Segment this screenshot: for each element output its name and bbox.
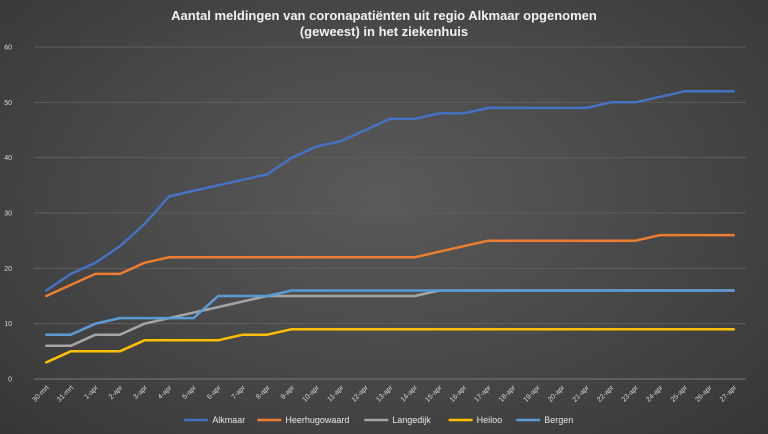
x-tick-label: 18-apr [498, 384, 518, 404]
x-tick-label: 9-apr [280, 384, 297, 401]
x-axis-ticks: 30-mrt 31-mrt 1-apr 2-apr 3-apr 4-apr 5-apr 6-a… [31, 384, 738, 404]
chart-title-line-1: Aantal meldingen van coronapatiënten uit… [171, 8, 597, 23]
y-tick-label: 60 [4, 45, 12, 52]
x-tick-label: 26-apr [694, 384, 714, 404]
x-tick-label: 6-apr [206, 384, 223, 401]
x-tick-label: 27-apr [719, 384, 739, 404]
chart-title-line-2: (geweest) in het ziekenhuis [300, 24, 468, 39]
x-tick-label: 25-apr [670, 384, 690, 404]
x-tick-label: 2-apr [108, 384, 125, 401]
x-tick-label: 10-apr [302, 384, 322, 404]
y-tick-label: 50 [4, 100, 12, 107]
y-tick-label: 40 [4, 155, 12, 162]
x-tick-label: 4-apr [157, 384, 174, 401]
x-tick-label: 1-apr [83, 384, 100, 401]
legend-label: Bergen [544, 415, 573, 425]
x-tick-label: 15-apr [424, 384, 444, 404]
x-tick-label: 17-apr [473, 384, 493, 404]
x-tick-label: 21-apr [572, 384, 592, 404]
x-tick-label: 14-apr [400, 384, 420, 404]
legend-label: Langedijk [392, 415, 431, 425]
legend-label: Heiloo [477, 415, 503, 425]
series-line-heiloo [45, 327, 735, 364]
legend-label: Alkmaar [212, 415, 245, 425]
y-tick-label: 30 [4, 211, 12, 218]
legend: Alkmaar Heerhugowaard Langedijk Heiloo Berge… [184, 415, 573, 425]
x-tick-label: 5-apr [181, 384, 198, 401]
x-tick-label: 16-apr [449, 384, 469, 404]
legend-item-heiloo: Heiloo [448, 415, 503, 425]
legend-item-langedijk: Langedijk [364, 415, 431, 425]
series-lines [45, 90, 735, 364]
y-axis-ticks: 0 10 20 30 40 50 60 [4, 45, 12, 384]
x-tick-label: 13-apr [375, 384, 395, 404]
x-tick-label: 22-apr [596, 384, 616, 404]
x-tick-label: 23-apr [621, 384, 641, 404]
legend-item-heerhugowaard: Heerhugowaard [257, 415, 349, 425]
series-line-heerhugowaard [45, 233, 735, 298]
y-tick-label: 0 [8, 377, 12, 384]
series-line-bergen [45, 289, 735, 336]
legend-item-bergen: Bergen [516, 415, 573, 425]
series-line-alkmaar [45, 90, 735, 292]
x-tick-label: 30-mrt [31, 384, 50, 403]
x-tick-label: 31-mrt [56, 384, 75, 403]
x-tick-label: 19-apr [522, 384, 542, 404]
x-tick-label: 12-apr [351, 384, 371, 404]
x-tick-label: 11-apr [326, 384, 345, 403]
x-tick-label: 20-apr [547, 384, 567, 404]
y-tick-label: 10 [4, 321, 12, 328]
legend-item-alkmaar: Alkmaar [184, 415, 245, 425]
chart-title: Aantal meldingen van coronapatiënten uit… [171, 8, 597, 39]
x-tick-label: 7-apr [231, 384, 248, 401]
y-tick-label: 20 [4, 266, 12, 273]
legend-label: Heerhugowaard [285, 415, 349, 425]
x-tick-label: 3-apr [132, 384, 149, 401]
x-tick-label: 8-apr [255, 384, 272, 401]
x-tick-label: 24-apr [645, 384, 665, 404]
